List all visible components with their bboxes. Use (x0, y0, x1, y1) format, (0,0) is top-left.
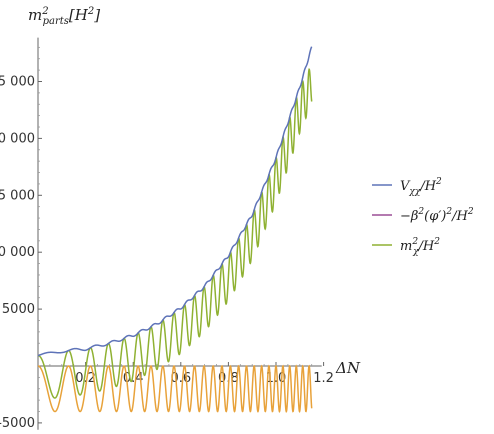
legend: Vχχ/H2 −β2(φ′)2/H2 m2 χ/H2 (372, 177, 474, 257)
legend-label-vchichi: Vχχ/H2 (400, 177, 442, 197)
y-tick-label: 25 000 (0, 75, 35, 90)
x-tick-label: 0.6 (170, 371, 191, 386)
series-line-mchi (37, 67, 313, 399)
y-axis-ticks: -5000 5000 10 000 15 000 20 000 25 000 (0, 46, 42, 431)
series-layer (37, 46, 313, 414)
y-tick-label: 10 000 (0, 245, 35, 260)
legend-item-beta-phi: −β2(φ′)2/H2 (372, 207, 474, 224)
series-line-vchichi (37, 46, 313, 357)
legend-item-mchi: m2 χ/H2 (372, 237, 440, 257)
x-tick-label: 0.4 (123, 371, 144, 386)
y-axis-title: m2 parts[H2] (28, 6, 100, 27)
y-tick-label: 20 000 (0, 131, 35, 146)
legend-label-beta-phi: −β2(φ′)2/H2 (400, 207, 474, 224)
x-tick-label: 0.2 (75, 371, 96, 386)
series-line-beta-phi (37, 364, 313, 414)
legend-label-mchi: m2 χ/H2 (400, 237, 440, 257)
y-tick-label: -5000 (0, 416, 35, 431)
x-tick-label: 1.2 (313, 371, 334, 386)
y-tick-label: 15 000 (0, 188, 35, 203)
plot-area: -5000 5000 10 000 15 000 20 000 25 000 0.2 0.4… (0, 37, 334, 431)
legend-item-vchichi: Vχχ/H2 (372, 177, 442, 197)
x-axis-title: ΔN (335, 359, 361, 377)
y-tick-label: 5000 (2, 302, 35, 317)
